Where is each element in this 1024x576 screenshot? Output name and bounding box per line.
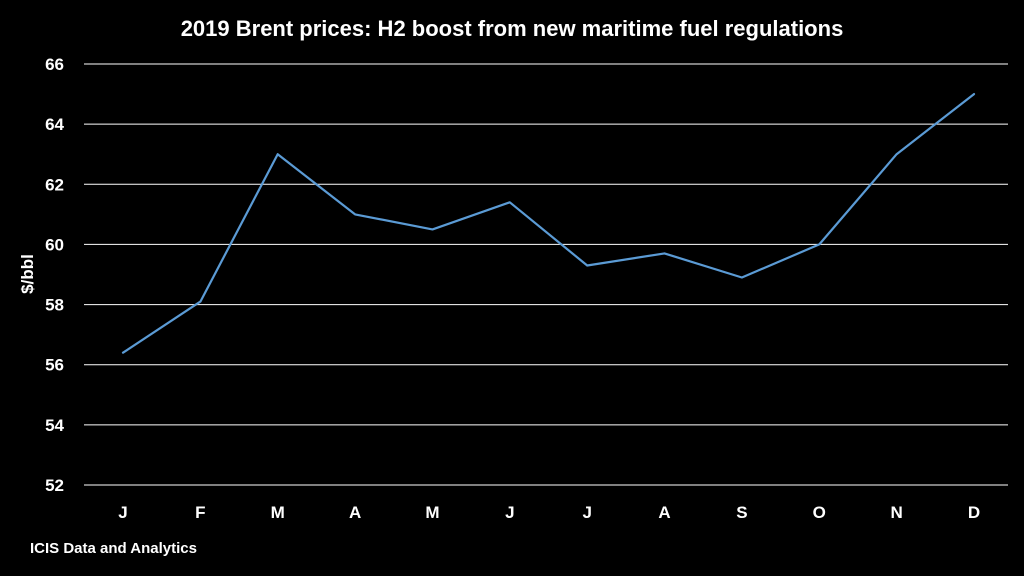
x-tick-label: M: [425, 503, 439, 522]
x-tick-label: J: [505, 503, 514, 522]
x-tick-label: D: [968, 503, 980, 522]
series-group: [121, 92, 976, 354]
chart-title: 2019 Brent prices: H2 boost from new mar…: [181, 16, 844, 41]
x-tick-label: A: [658, 503, 670, 522]
y-tick-label: 58: [45, 296, 64, 315]
x-tick-label: J: [582, 503, 591, 522]
y-tick-label: 56: [45, 356, 64, 375]
gridlines: [84, 63, 1008, 486]
y-tick-label: 60: [45, 235, 64, 254]
x-tick-label: A: [349, 503, 361, 522]
x-tick-label: J: [118, 503, 127, 522]
series-line-brent: [121, 92, 976, 354]
y-tick-label: 52: [45, 476, 64, 495]
x-tick-label: M: [271, 503, 285, 522]
y-tick-label: 62: [45, 175, 64, 194]
y-axis-label: $/bbl: [18, 254, 37, 294]
x-tick-label: S: [736, 503, 747, 522]
y-tick-labels: 52 54 56 58 60 62 64 66: [45, 55, 64, 495]
source-label: ICIS Data and Analytics: [30, 540, 197, 557]
y-tick-label: 66: [45, 55, 64, 74]
x-tick-label: F: [195, 503, 205, 522]
x-tick-label: N: [890, 503, 902, 522]
x-tick-label: O: [813, 503, 826, 522]
y-tick-label: 64: [45, 115, 64, 134]
y-tick-label: 54: [45, 416, 64, 435]
